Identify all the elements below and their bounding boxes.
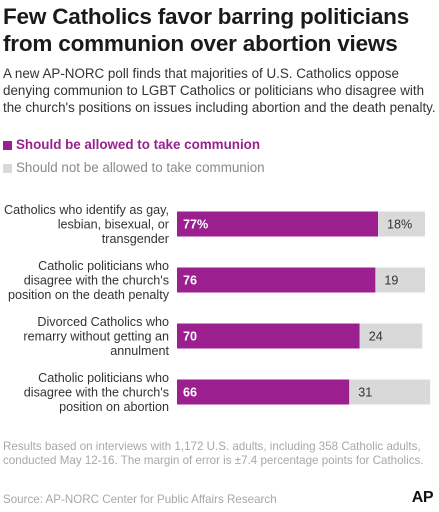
bar-chart: Catholics who identify as gay, lesbian, b… <box>4 203 431 414</box>
chart-row: Catholics who identify as gay, lesbian, b… <box>4 203 425 246</box>
bar-not-allowed <box>378 211 425 237</box>
data-label-allowed: 70 <box>183 330 197 344</box>
chart-row: Catholic politicians who disagree with th… <box>8 259 425 302</box>
data-label-allowed: 77% <box>183 218 208 232</box>
legend-swatch-not-allowed <box>3 163 12 173</box>
chart-title: Few Catholics favor barring politicians … <box>3 4 410 56</box>
bar-allowed <box>177 323 360 349</box>
bar-allowed <box>177 379 350 405</box>
legend-label-not-allowed: Should not be allowed to take communion <box>16 160 265 175</box>
data-label-not-allowed: 24 <box>369 330 383 344</box>
data-label-allowed: 76 <box>183 274 197 288</box>
data-label-not-allowed: 31 <box>358 386 372 400</box>
ap-logo: AP <box>411 489 434 506</box>
legend-swatch-allowed <box>3 140 12 150</box>
bar-allowed <box>177 211 378 237</box>
chart-notes: Results based on interviews with 1,172 U… <box>3 440 424 467</box>
legend-label-allowed: Should be allowed to take communion <box>16 137 261 152</box>
chart-row: Divorced Catholics who remarry without ge… <box>23 315 423 358</box>
chart-source: Source: AP-NORC Center for Public Affair… <box>3 493 277 506</box>
bar-not-allowed <box>359 323 423 349</box>
bar-not-allowed <box>349 379 431 405</box>
legend-item-not-allowed: Should not be allowed to take communion <box>3 160 439 176</box>
data-label-not-allowed: 18% <box>387 218 412 232</box>
category-label: Catholic politicians who disagree with th… <box>8 259 170 302</box>
bar-not-allowed <box>375 267 425 293</box>
category-label: Divorced Catholics who remarry without ge… <box>23 315 169 358</box>
data-label-not-allowed: 19 <box>384 274 398 288</box>
legend-item-allowed: Should be allowed to take communion <box>3 137 439 153</box>
chart-subtitle: A new AP-NORC poll finds that majorities… <box>3 66 436 115</box>
bar-allowed <box>177 267 376 293</box>
data-label-allowed: 66 <box>183 386 197 400</box>
chart-row: Catholic politicians who disagree with th… <box>24 371 431 414</box>
category-label: Catholics who identify as gay, lesbian, b… <box>4 203 169 246</box>
category-label: Catholic politicians who disagree with th… <box>24 371 169 414</box>
